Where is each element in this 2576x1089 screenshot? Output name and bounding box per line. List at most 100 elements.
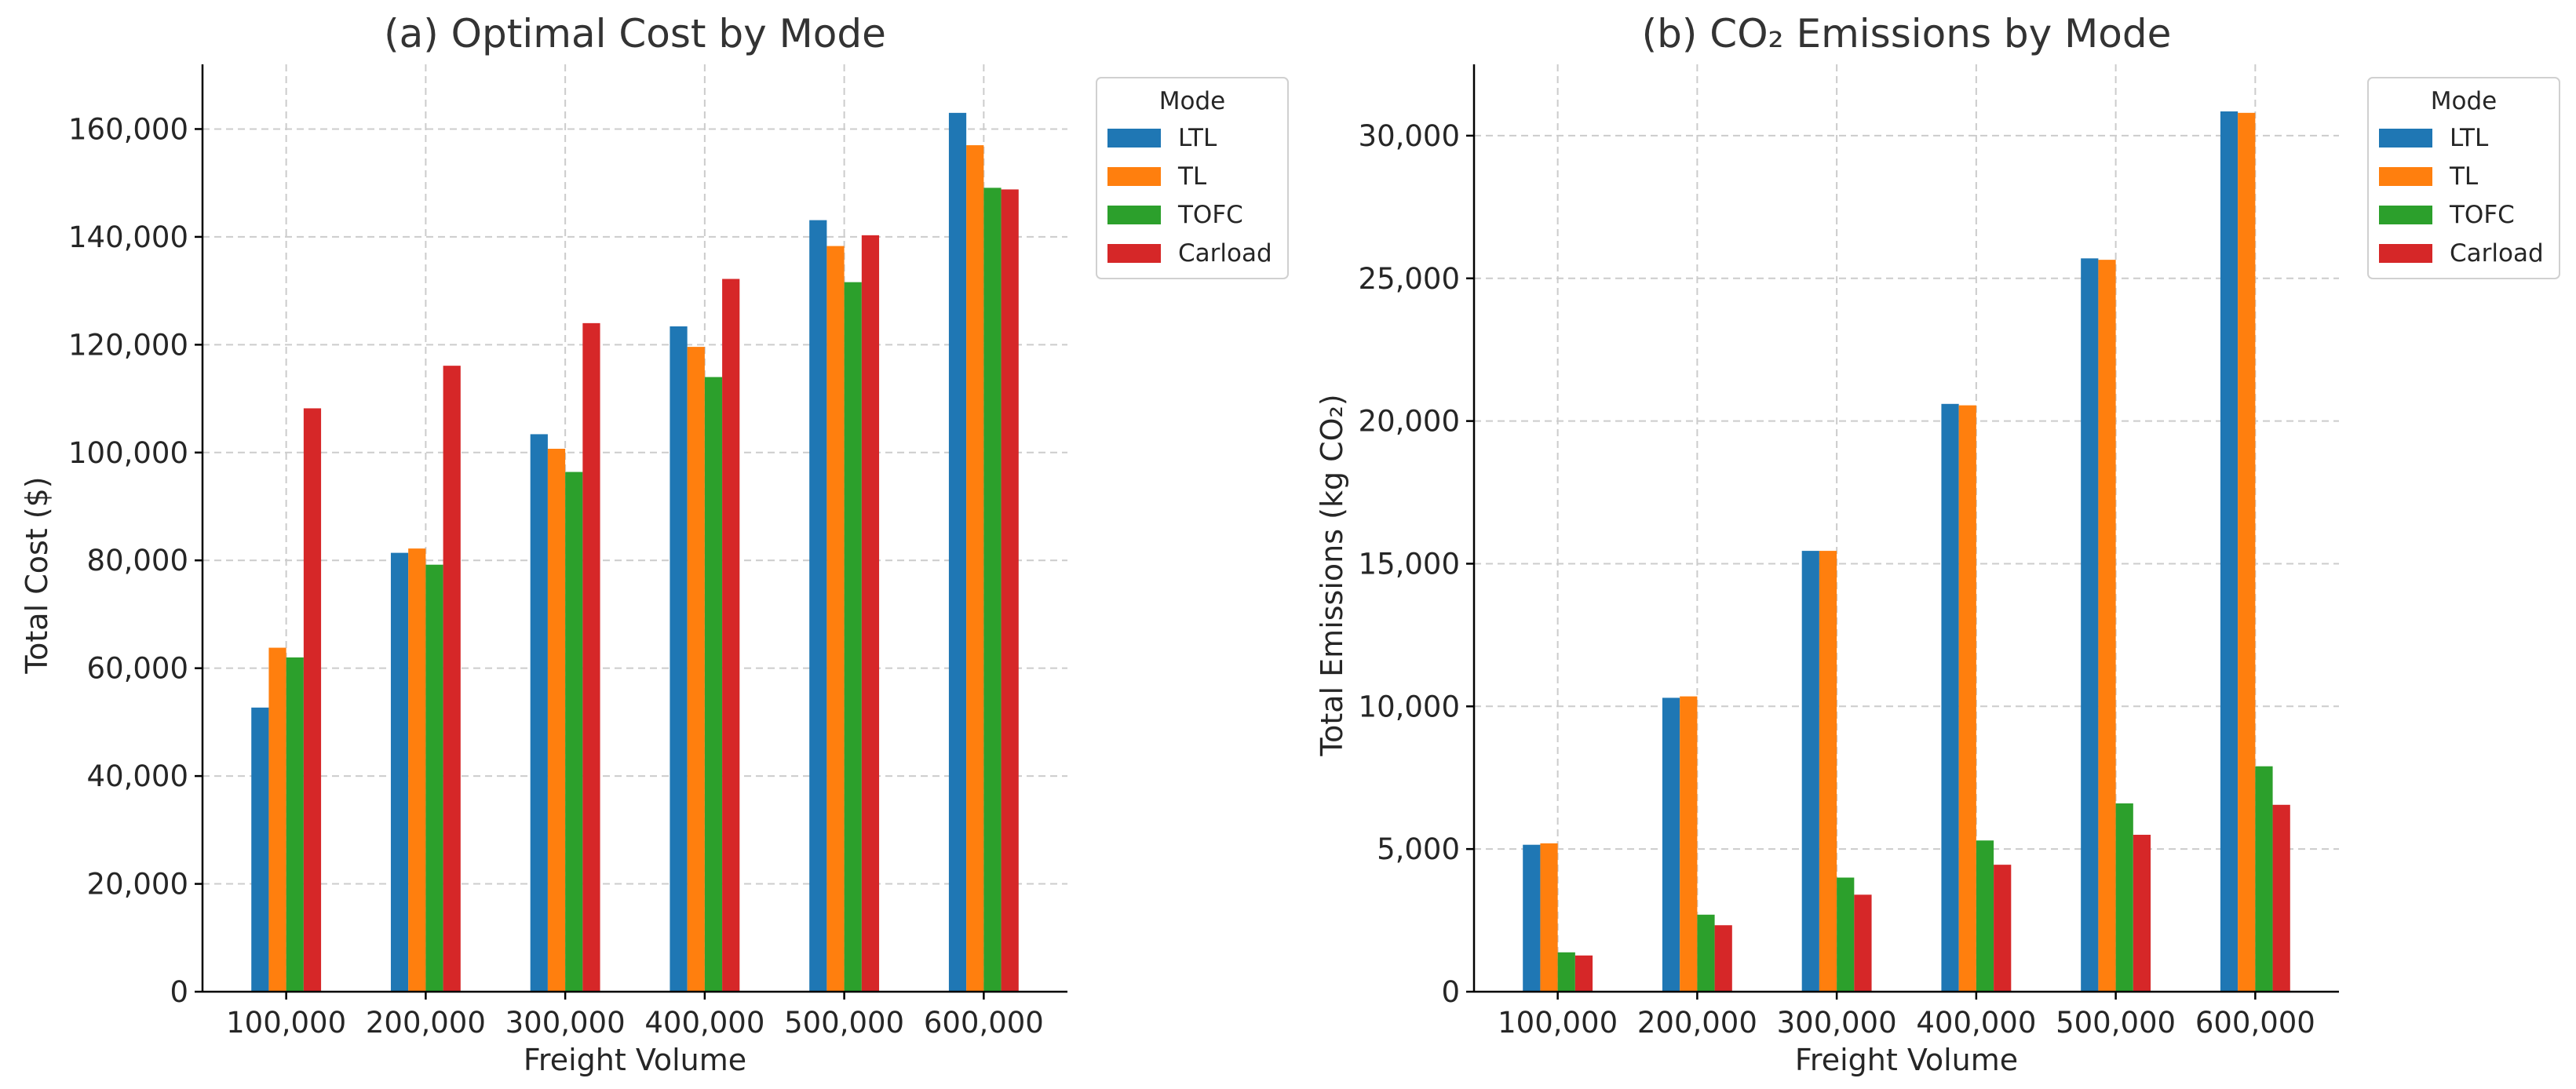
cost-x-tick-label: 200,000 (366, 1006, 486, 1040)
emissions-legend-label-ltl: LTL (2450, 124, 2489, 152)
cost-bar-tl-1 (408, 548, 426, 992)
cost-bar-ltl-1 (390, 552, 409, 992)
emissions-bar-ltl-1 (1662, 697, 1680, 992)
emissions-chart: 0 5,000 10,000 15,000 20,000 25,000 30,000 100,… (1315, 11, 2560, 1077)
emissions-x-tick-label: 400,000 (1916, 1006, 2036, 1040)
emissions-x-axis-label: Freight Volume (1795, 1043, 2018, 1077)
cost-y-tick-label: 160,000 (68, 112, 188, 146)
emissions-x-tick-label: 200,000 (1637, 1006, 1757, 1040)
emissions-legend-swatch-tofc (2379, 206, 2432, 224)
cost-x-tick-label: 400,000 (644, 1006, 764, 1040)
cost-legend-title: Mode (1159, 87, 1225, 115)
emissions-legend-label-tl: TL (2449, 162, 2479, 191)
emissions-bar-tofc-5 (2255, 766, 2273, 992)
cost-bar-tofc-0 (286, 657, 304, 992)
emissions-bar-tofc-1 (1697, 914, 1715, 992)
cost-x-tick-label: 600,000 (924, 1006, 1044, 1040)
emissions-legend-label-carload: Carload (2450, 239, 2544, 268)
emissions-bar-tl-3 (1958, 405, 1976, 992)
cost-bar-carload-0 (303, 408, 322, 992)
cost-bar-ltl-5 (948, 112, 967, 992)
emissions-bar-tofc-4 (2115, 803, 2133, 992)
emissions-bar-ltl-0 (1523, 844, 1541, 992)
emissions-y-tick-label: 30,000 (1359, 119, 1460, 153)
cost-legend-swatch-tofc (1107, 206, 1161, 224)
cost-bar-tofc-5 (983, 188, 1002, 992)
emissions-bar-ltl-3 (1941, 403, 1959, 992)
emissions-bar-ltl-5 (2220, 111, 2238, 992)
emissions-legend-label-tofc: TOFC (2449, 201, 2515, 229)
cost-bar-tl-4 (826, 246, 845, 992)
emissions-x-tick-label: 100,000 (1498, 1006, 1618, 1040)
cost-y-tick-label: 0 (170, 975, 188, 1009)
emissions-bar-carload-2 (1854, 894, 1872, 992)
emissions-y-tick-label: 20,000 (1359, 405, 1460, 439)
emissions-bar-ltl-2 (1801, 551, 1819, 992)
cost-bar-carload-5 (1001, 189, 1019, 992)
emissions-y-tick-label: 5,000 (1377, 832, 1460, 866)
emissions-bar-carload-3 (1994, 865, 2012, 992)
emissions-bar-tofc-3 (1976, 840, 1994, 992)
emissions-bar-carload-1 (1714, 925, 1732, 992)
cost-y-tick-label: 60,000 (87, 652, 188, 686)
cost-bar-ltl-0 (251, 707, 269, 992)
cost-legend-label-carload: Carload (1178, 239, 1272, 268)
cost-legend-swatch-ltl (1107, 129, 1161, 148)
cost-legend-label-tl: TL (1177, 162, 1207, 191)
cost-bar-tofc-1 (425, 564, 443, 992)
emissions-chart-title: (b) CO₂ Emissions by Mode (1642, 11, 2172, 56)
cost-bar-tofc-4 (844, 282, 862, 992)
emissions-bar-tofc-0 (1557, 952, 1575, 992)
emissions-x-tick-label: 600,000 (2195, 1006, 2315, 1040)
emissions-y-tick-label: 25,000 (1359, 262, 1460, 296)
cost-x-tick-label: 500,000 (784, 1006, 904, 1040)
cost-legend-label-ltl: LTL (1178, 124, 1217, 152)
cost-y-tick-label: 20,000 (87, 868, 188, 901)
cost-y-tick-label: 100,000 (68, 436, 188, 470)
cost-bar-carload-4 (861, 235, 880, 992)
emissions-bar-tl-2 (1819, 551, 1837, 992)
emissions-legend-box (2367, 77, 2560, 279)
cost-legend-swatch-tl (1107, 167, 1161, 186)
emissions-bar-carload-5 (2272, 804, 2290, 992)
cost-y-axis-label: Total Cost ($) (20, 476, 54, 674)
cost-legend-swatch-carload (1107, 244, 1161, 263)
emissions-legend-swatch-ltl (2379, 129, 2432, 148)
cost-bar-tl-5 (966, 145, 984, 992)
emissions-bar-tl-1 (1680, 696, 1698, 992)
cost-chart-title: (a) Optimal Cost by Mode (384, 11, 886, 56)
cost-bar-tl-3 (687, 347, 705, 992)
cost-bar-tofc-3 (704, 377, 723, 992)
emissions-bar-tofc-2 (1837, 877, 1855, 992)
cost-bar-ltl-2 (530, 434, 548, 992)
cost-bar-tl-0 (268, 647, 286, 992)
cost-bar-carload-2 (582, 322, 600, 992)
emissions-legend-swatch-carload (2379, 244, 2432, 263)
emissions-y-tick-label: 15,000 (1359, 547, 1460, 581)
cost-legend: Mode LTL TL TOFC Carload (1096, 77, 1289, 279)
cost-x-tick-label: 300,000 (505, 1006, 626, 1040)
emissions-bar-carload-0 (1574, 955, 1593, 992)
emissions-bar-tl-4 (2098, 260, 2116, 992)
cost-bar-carload-1 (443, 366, 461, 992)
emissions-y-tick-label: 10,000 (1359, 690, 1460, 723)
cost-x-tick-label: 100,000 (226, 1006, 346, 1040)
cost-y-tick-label: 80,000 (87, 544, 188, 577)
emissions-y-tick-label: 0 (1441, 975, 1460, 1009)
cost-y-tick-label: 140,000 (68, 220, 188, 254)
cost-y-tick-label: 40,000 (87, 759, 188, 793)
cost-bar-tofc-2 (565, 472, 583, 992)
cost-bar-tl-2 (547, 448, 566, 992)
cost-x-axis-label: Freight Volume (524, 1043, 746, 1077)
cost-chart: 0 20,000 40,000 60,000 80,000 100,000 120,000 1… (20, 11, 1289, 1077)
emissions-bar-carload-4 (2133, 834, 2151, 992)
emissions-legend-swatch-tl (2379, 167, 2432, 186)
emissions-legend: Mode LTL TL TOFC Carload (2367, 77, 2560, 279)
cost-bar-ltl-3 (670, 326, 688, 992)
cost-bar-ltl-4 (809, 220, 827, 992)
emissions-x-tick-label: 500,000 (2056, 1006, 2176, 1040)
cost-bar-carload-3 (722, 279, 740, 992)
cost-legend-label-tofc: TOFC (1177, 201, 1243, 229)
cost-legend-box (1096, 77, 1289, 279)
